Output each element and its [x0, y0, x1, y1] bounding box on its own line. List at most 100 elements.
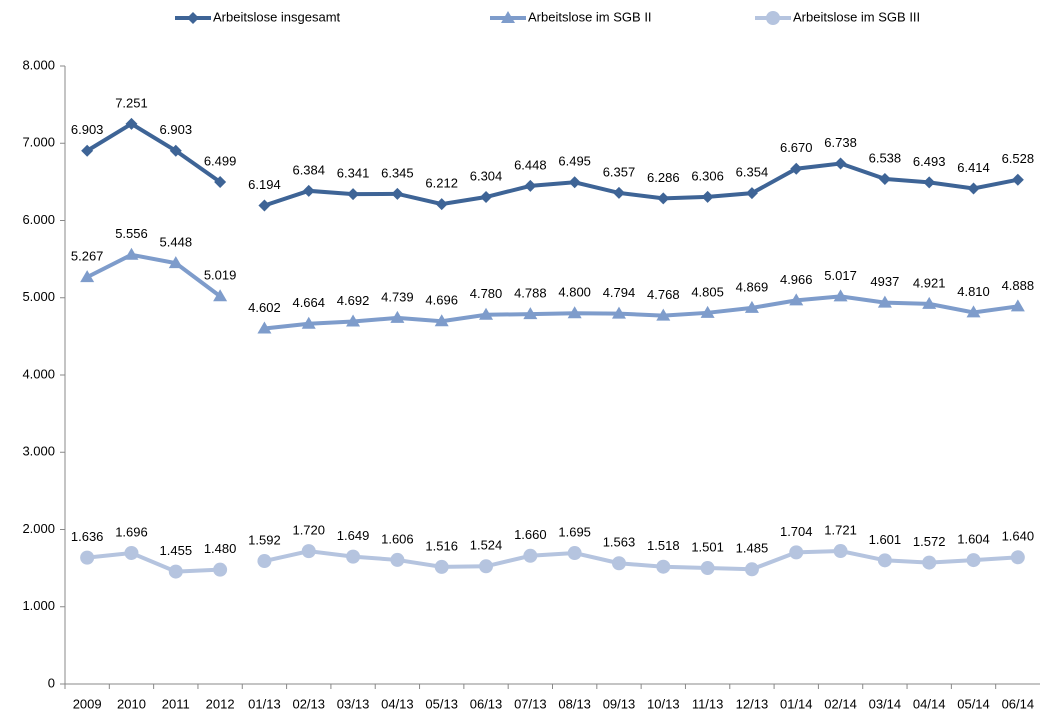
x-tick-label: 12/13	[736, 696, 769, 711]
data-label: 6.493	[913, 154, 946, 169]
data-label: 1.572	[913, 534, 946, 549]
data-label: 1.721	[824, 522, 857, 537]
x-tick-label: 07/13	[514, 696, 547, 711]
data-label: 4.696	[425, 293, 458, 308]
data-label: 1.601	[869, 532, 902, 547]
data-label: 4.869	[736, 279, 769, 294]
data-label: 6.384	[292, 162, 325, 177]
data-label: 4.794	[603, 285, 636, 300]
data-label: 1.704	[780, 524, 813, 539]
data-label: 6.341	[337, 166, 370, 181]
marker	[568, 176, 581, 189]
marker	[1010, 550, 1025, 565]
data-label: 6.670	[780, 140, 813, 155]
y-tick-label: 4.000	[22, 366, 55, 381]
data-label: 1.524	[470, 538, 503, 553]
x-tick-label: 2009	[73, 696, 102, 711]
marker	[479, 307, 494, 320]
marker	[611, 306, 626, 319]
x-tick-label: 2010	[117, 696, 146, 711]
data-label: 1.636	[71, 529, 104, 544]
marker	[657, 192, 670, 205]
data-label: 5.448	[160, 235, 193, 250]
data-label: 1.660	[514, 527, 547, 542]
marker	[922, 555, 937, 570]
marker	[168, 564, 183, 579]
data-label: 4.966	[780, 272, 813, 287]
marker	[766, 11, 780, 25]
marker	[612, 186, 625, 199]
data-label: 4937	[870, 274, 899, 289]
data-label: 1.592	[248, 532, 281, 547]
data-label: 1.606	[381, 531, 414, 546]
marker	[435, 198, 448, 211]
marker	[656, 559, 671, 574]
data-label: 4.739	[381, 289, 414, 304]
data-label: 6.304	[470, 168, 503, 183]
marker	[701, 190, 714, 203]
marker	[125, 117, 138, 130]
series-line	[86, 550, 221, 574]
data-label: 4.810	[957, 284, 990, 299]
x-tick-label: 05/13	[425, 696, 458, 711]
series-line	[263, 549, 1018, 572]
marker	[258, 199, 271, 212]
y-tick-label: 2.000	[22, 521, 55, 536]
marker	[214, 175, 227, 188]
data-label: 6.903	[71, 122, 104, 137]
data-label: 1.516	[425, 538, 458, 553]
data-label: 6.357	[603, 164, 636, 179]
marker	[524, 179, 537, 192]
marker	[877, 553, 892, 568]
x-tick-label: 02/13	[292, 696, 325, 711]
marker	[1010, 299, 1025, 312]
x-tick-label: 06/13	[470, 696, 503, 711]
marker	[744, 300, 759, 313]
marker	[390, 310, 405, 323]
x-tick-label: 10/13	[647, 696, 680, 711]
data-label: 6.414	[957, 160, 990, 175]
y-tick-label: 3.000	[22, 444, 55, 459]
data-label: 6.903	[160, 122, 193, 137]
y-tick-label: 1.000	[22, 598, 55, 613]
x-tick-label: 03/14	[869, 696, 902, 711]
data-label: 5.017	[824, 268, 857, 283]
marker	[124, 247, 139, 260]
data-label: 5.556	[115, 226, 148, 241]
marker	[923, 176, 936, 189]
data-label: 4.664	[292, 295, 325, 310]
x-tick-label: 03/13	[337, 696, 370, 711]
series-line	[86, 121, 222, 184]
x-tick-label: 01/13	[248, 696, 281, 711]
marker	[80, 270, 95, 283]
marker	[257, 554, 272, 569]
marker	[744, 562, 759, 577]
data-label: 6.448	[514, 157, 547, 172]
x-tick-label: 09/13	[603, 696, 636, 711]
marker	[790, 162, 803, 175]
marker	[301, 316, 316, 329]
series-line	[86, 252, 222, 298]
data-label: 6.354	[736, 165, 769, 180]
marker	[834, 157, 847, 170]
data-label: 1.640	[1002, 529, 1035, 544]
marker	[523, 307, 538, 320]
data-label: 6.194	[248, 177, 281, 192]
marker	[878, 172, 891, 185]
marker	[169, 144, 182, 157]
data-label: 1.501	[691, 539, 724, 554]
data-label: 6.306	[691, 168, 724, 183]
x-tick-label: 04/14	[913, 696, 946, 711]
data-label: 1.563	[603, 535, 636, 550]
marker	[966, 305, 981, 318]
marker	[302, 184, 315, 197]
marker	[877, 295, 892, 308]
y-tick-label: 5.000	[22, 289, 55, 304]
data-label: 1.518	[647, 538, 680, 553]
data-label: 4.602	[248, 300, 281, 315]
marker	[745, 187, 758, 200]
data-label: 1.695	[558, 524, 591, 539]
marker	[257, 321, 272, 334]
data-label: 1.720	[292, 523, 325, 538]
